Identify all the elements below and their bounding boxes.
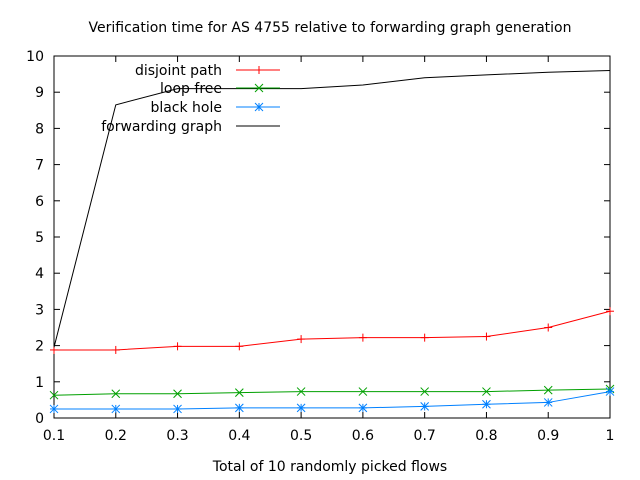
- star-marker: [254, 102, 264, 112]
- plus-marker: [358, 333, 367, 342]
- legend-label-loop-free: loop free: [160, 81, 222, 97]
- y-tick-label: 9: [35, 85, 44, 101]
- legend-label-black-hole: black hole: [150, 100, 222, 116]
- x-tick-label: 0.4: [228, 428, 250, 444]
- cross-marker: [296, 387, 306, 396]
- cross-marker: [254, 83, 264, 93]
- cross-marker: [111, 389, 121, 399]
- x-tick-label: 1: [606, 428, 615, 444]
- cross-marker: [482, 387, 491, 396]
- x-tick-label: 0.9: [537, 428, 559, 444]
- plus-marker: [544, 323, 553, 332]
- series-forwarding-graph: [53, 69, 611, 348]
- x-tick-label: 0.2: [105, 428, 127, 444]
- y-tick-label: 6: [35, 194, 44, 210]
- y-tick-label: 2: [35, 339, 44, 355]
- x-tick-label: 0.3: [166, 428, 188, 444]
- legend-label-forwarding-graph: forwarding graph: [101, 119, 222, 135]
- x-tick-label: 0.8: [475, 428, 497, 444]
- plot-frame: [53, 55, 611, 419]
- y-axis: 0 1 2 3 4 5 6 7 8 9 10: [26, 49, 610, 427]
- y-tick-label: 3: [35, 302, 44, 318]
- series-line-loop-free: [53, 388, 611, 396]
- star-marker: [482, 399, 491, 409]
- series-disjoint-path: [50, 307, 614, 354]
- legend-label-disjoint-path: disjoint path: [135, 63, 222, 79]
- x-axis-label: Total of 10 randomly picked flows: [212, 459, 447, 475]
- x-tick-label: 0.7: [414, 428, 436, 444]
- cross-marker: [420, 387, 430, 396]
- y-tick-label: 10: [26, 49, 44, 65]
- series-black-hole: [49, 387, 615, 414]
- cross-marker: [234, 388, 244, 398]
- x-tick-label: 0.5: [290, 428, 312, 444]
- star-marker: [296, 403, 306, 413]
- y-tick-label: 7: [35, 158, 44, 174]
- star-marker: [358, 403, 368, 413]
- series-line-disjoint-path: [54, 310, 611, 351]
- cross-marker: [543, 385, 553, 395]
- plus-marker: [606, 307, 614, 316]
- y-tick-label: 1: [35, 375, 44, 391]
- cross-marker: [173, 389, 182, 399]
- plus-marker: [482, 332, 491, 341]
- plus-marker: [111, 345, 120, 354]
- x-tick-label: 0.1: [43, 428, 65, 444]
- y-tick-label: 5: [35, 230, 44, 246]
- cross-marker: [49, 390, 59, 400]
- y-tick-label: 0: [35, 411, 44, 427]
- plus-marker: [235, 342, 244, 351]
- star-marker: [234, 403, 244, 413]
- x-tick-label: 0.6: [352, 428, 374, 444]
- series-line-forwarding-graph: [53, 69, 611, 348]
- plus-marker: [297, 335, 306, 344]
- cross-marker: [358, 387, 368, 396]
- star-marker: [111, 404, 121, 414]
- star-marker: [420, 402, 430, 411]
- plus-marker: [255, 66, 263, 74]
- star-marker: [173, 404, 182, 414]
- plus-marker: [420, 333, 429, 342]
- y-tick-label: 4: [35, 266, 44, 282]
- x-axis: 0.1 0.2 0.3 0.4 0.5 0.6 0.7 0.8 0.9 1: [43, 56, 615, 444]
- chart-title: Verification time for AS 4755 relative t…: [89, 20, 572, 36]
- series-layer: [49, 69, 615, 414]
- star-marker: [605, 387, 615, 396]
- series-line-black-hole: [54, 391, 611, 410]
- plus-marker: [173, 342, 182, 351]
- y-tick-label: 8: [35, 121, 44, 137]
- star-marker: [543, 398, 553, 407]
- series-loop-free: [49, 384, 615, 400]
- legend: disjoint path loop free black hole forwardi…: [101, 63, 280, 135]
- star-marker: [49, 404, 59, 414]
